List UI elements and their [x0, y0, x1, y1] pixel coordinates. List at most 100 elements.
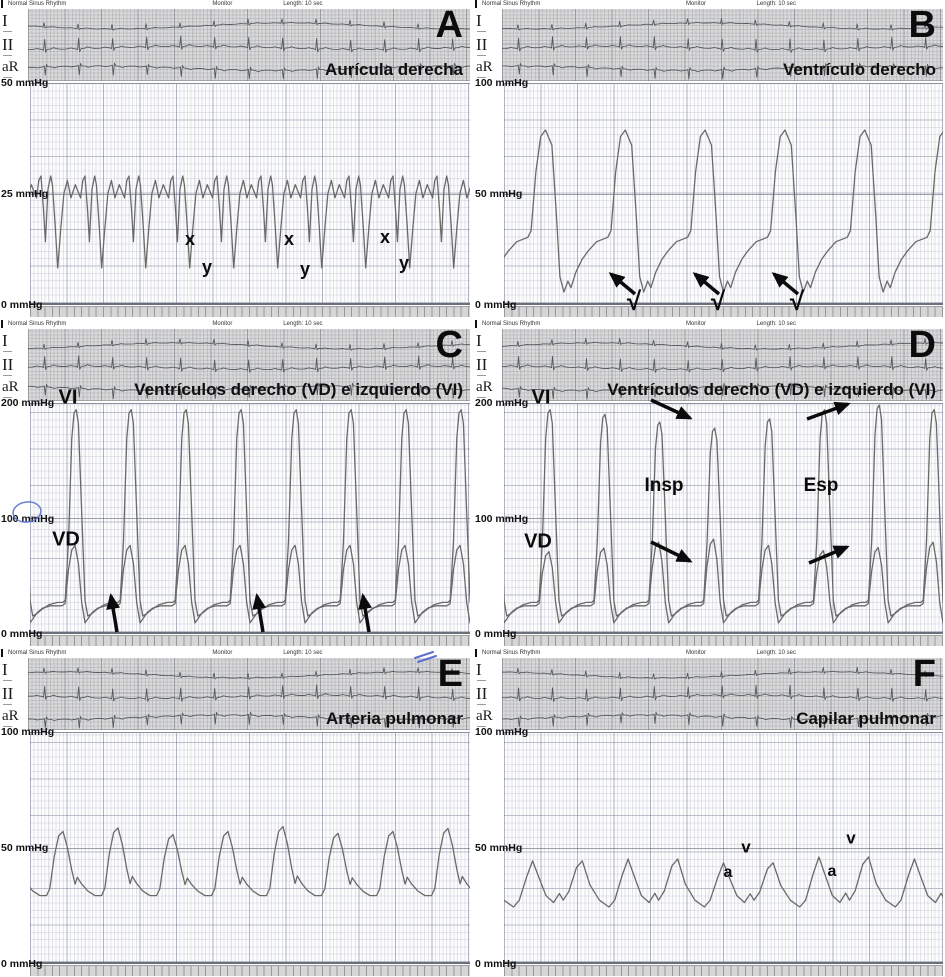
y-axis-label-mid: 50 mmHg — [475, 188, 523, 200]
pressure-grid — [504, 83, 943, 305]
lead-sub-mark — [477, 55, 486, 56]
lead-sub-mark — [477, 397, 486, 398]
pressure-grid — [30, 732, 470, 964]
panel-c: Normal Sinus Rhythm Monitor Length: 10 s… — [0, 320, 472, 647]
y-axis-label-bottom: 0 mmHg — [475, 628, 517, 640]
lead-label-ii: II — [2, 684, 14, 703]
paper-edge — [30, 965, 470, 976]
pressure-plot: 100 mmHg 50 mmHg 0 mmHg — [474, 77, 943, 311]
lead-label-i: I — [476, 660, 482, 679]
strip-header: Normal Sinus Rhythm Monitor Length: 10 s… — [0, 0, 472, 9]
length-label: Length: 10 sec — [283, 650, 323, 656]
paper-edge — [30, 635, 470, 646]
monitor-label: Monitor — [685, 321, 706, 327]
lead-sub-mark — [3, 397, 12, 398]
rhythm-label: Normal Sinus Rhythm — [8, 1, 67, 7]
ecg-strip: A Aurícula derecha — [28, 4, 470, 81]
panel-letter: F — [912, 653, 936, 695]
monitor-label: Monitor — [212, 650, 233, 656]
length-label: Length: 10 sec — [283, 321, 323, 327]
rhythm-label: Normal Sinus Rhythm — [482, 1, 541, 7]
paper-edge — [30, 306, 470, 317]
rhythm-label: Normal Sinus Rhythm — [482, 321, 541, 327]
panel-letter: C — [435, 324, 463, 366]
y-axis-label-bottom: 0 mmHg — [475, 299, 517, 311]
ecg-lead-labels: I II aR — [474, 9, 502, 81]
mid-gridline — [30, 518, 470, 519]
pressure-plot: 100 mmHg 50 mmHg 0 mmHg — [474, 726, 943, 970]
y-axis-label-mid: 50 mmHg — [1, 842, 49, 854]
lead-label-i: I — [2, 660, 8, 679]
ecg-lead-labels: I II aR — [0, 329, 28, 401]
strip-header: Normal Sinus Rhythm Monitor Length: 10 s… — [0, 320, 472, 329]
y-axis-label-top: 50 mmHg — [1, 77, 49, 89]
lead-label-ar: aR — [476, 708, 493, 724]
lead-sub-mark — [3, 351, 12, 352]
y-axis-label-mid: 50 mmHg — [475, 842, 523, 854]
strip-header: Normal Sinus Rhythm Monitor Length: 10 s… — [474, 649, 945, 658]
panel-letter: B — [908, 4, 936, 46]
y-axis-label-mid: 100 mmHg — [1, 512, 55, 525]
rhythm-label: Normal Sinus Rhythm — [482, 650, 541, 656]
y-axis-label-top: 100 mmHg — [475, 726, 529, 738]
panel-letter: D — [908, 324, 936, 366]
calibration-mark-icon — [475, 320, 477, 328]
lead-sub-mark — [477, 680, 486, 681]
calibration-mark-icon — [1, 649, 3, 657]
lead-sub-mark — [477, 726, 486, 727]
ecg-lead-labels: I II aR — [474, 329, 502, 401]
lead-label-ar: aR — [476, 59, 493, 75]
paper-edge — [504, 965, 943, 976]
monitor-label: Monitor — [685, 650, 706, 656]
pressure-grid — [30, 83, 470, 305]
mid-gridline — [504, 847, 943, 849]
panel-f: Normal Sinus Rhythm Monitor Length: 10 s… — [474, 649, 945, 977]
y-axis-label-top: 200 mmHg — [475, 397, 529, 409]
pressure-plot: 100 mmHg 50 mmHg 0 mmHg — [0, 726, 470, 970]
lead-sub-mark — [477, 351, 486, 352]
panel-title: Aurícula derecha — [325, 60, 463, 79]
lead-sub-mark — [3, 680, 12, 681]
strip-header: Normal Sinus Rhythm Monitor Length: 10 s… — [0, 649, 472, 658]
calibration-mark-icon — [1, 320, 3, 328]
lead-label-ii: II — [2, 35, 14, 54]
length-label: Length: 10 sec — [283, 1, 323, 7]
lead-label-i: I — [2, 11, 8, 30]
calibration-mark-icon — [475, 0, 477, 8]
pressure-plot: 200 mmHg 100 mmHg 0 mmHg — [474, 397, 943, 640]
calibration-mark-icon — [1, 0, 3, 8]
lead-label-ar: aR — [476, 379, 493, 395]
calibration-mark-icon — [475, 649, 477, 657]
y-axis-label-mid: 100 mmHg — [475, 512, 529, 525]
ecg-traces — [28, 338, 470, 400]
panel-e: Normal Sinus Rhythm Monitor Length: 10 s… — [0, 649, 472, 977]
panel-letter: E — [437, 653, 463, 695]
y-axis-label-bottom: 0 mmHg — [1, 299, 43, 311]
ecg-lead-labels: I II aR — [0, 9, 28, 81]
ecg-traces — [28, 667, 470, 729]
length-label: Length: 10 sec — [756, 1, 796, 7]
lead-sub-mark — [3, 31, 12, 32]
rhythm-label: Normal Sinus Rhythm — [8, 650, 67, 656]
monitor-label: Monitor — [212, 321, 233, 327]
ecg-strip: E Arteria pulmonar — [28, 653, 470, 730]
lead-label-i: I — [476, 331, 482, 350]
pressure-waveform — [30, 175, 470, 269]
monitor-label: Monitor — [212, 1, 233, 7]
pressure-waveform — [30, 825, 470, 897]
panel-letter: A — [435, 4, 463, 46]
panel-d: Normal Sinus Rhythm Monitor Length: 10 s… — [474, 320, 945, 647]
pressure-grid — [30, 403, 470, 634]
rhythm-label: Normal Sinus Rhythm — [8, 321, 67, 327]
pressure-waveform — [30, 409, 470, 624]
mid-gridline — [30, 193, 470, 195]
lead-label-ar: aR — [2, 59, 19, 75]
length-label: Length: 10 sec — [756, 650, 796, 656]
lead-sub-mark — [477, 375, 486, 376]
y-axis-label-mid: 25 mmHg — [1, 188, 49, 200]
panel-b: Normal Sinus Rhythm Monitor Length: 10 s… — [474, 0, 945, 318]
lead-sub-mark — [477, 77, 486, 78]
y-axis-label-top: 100 mmHg — [1, 726, 55, 738]
paper-edge — [504, 306, 943, 317]
